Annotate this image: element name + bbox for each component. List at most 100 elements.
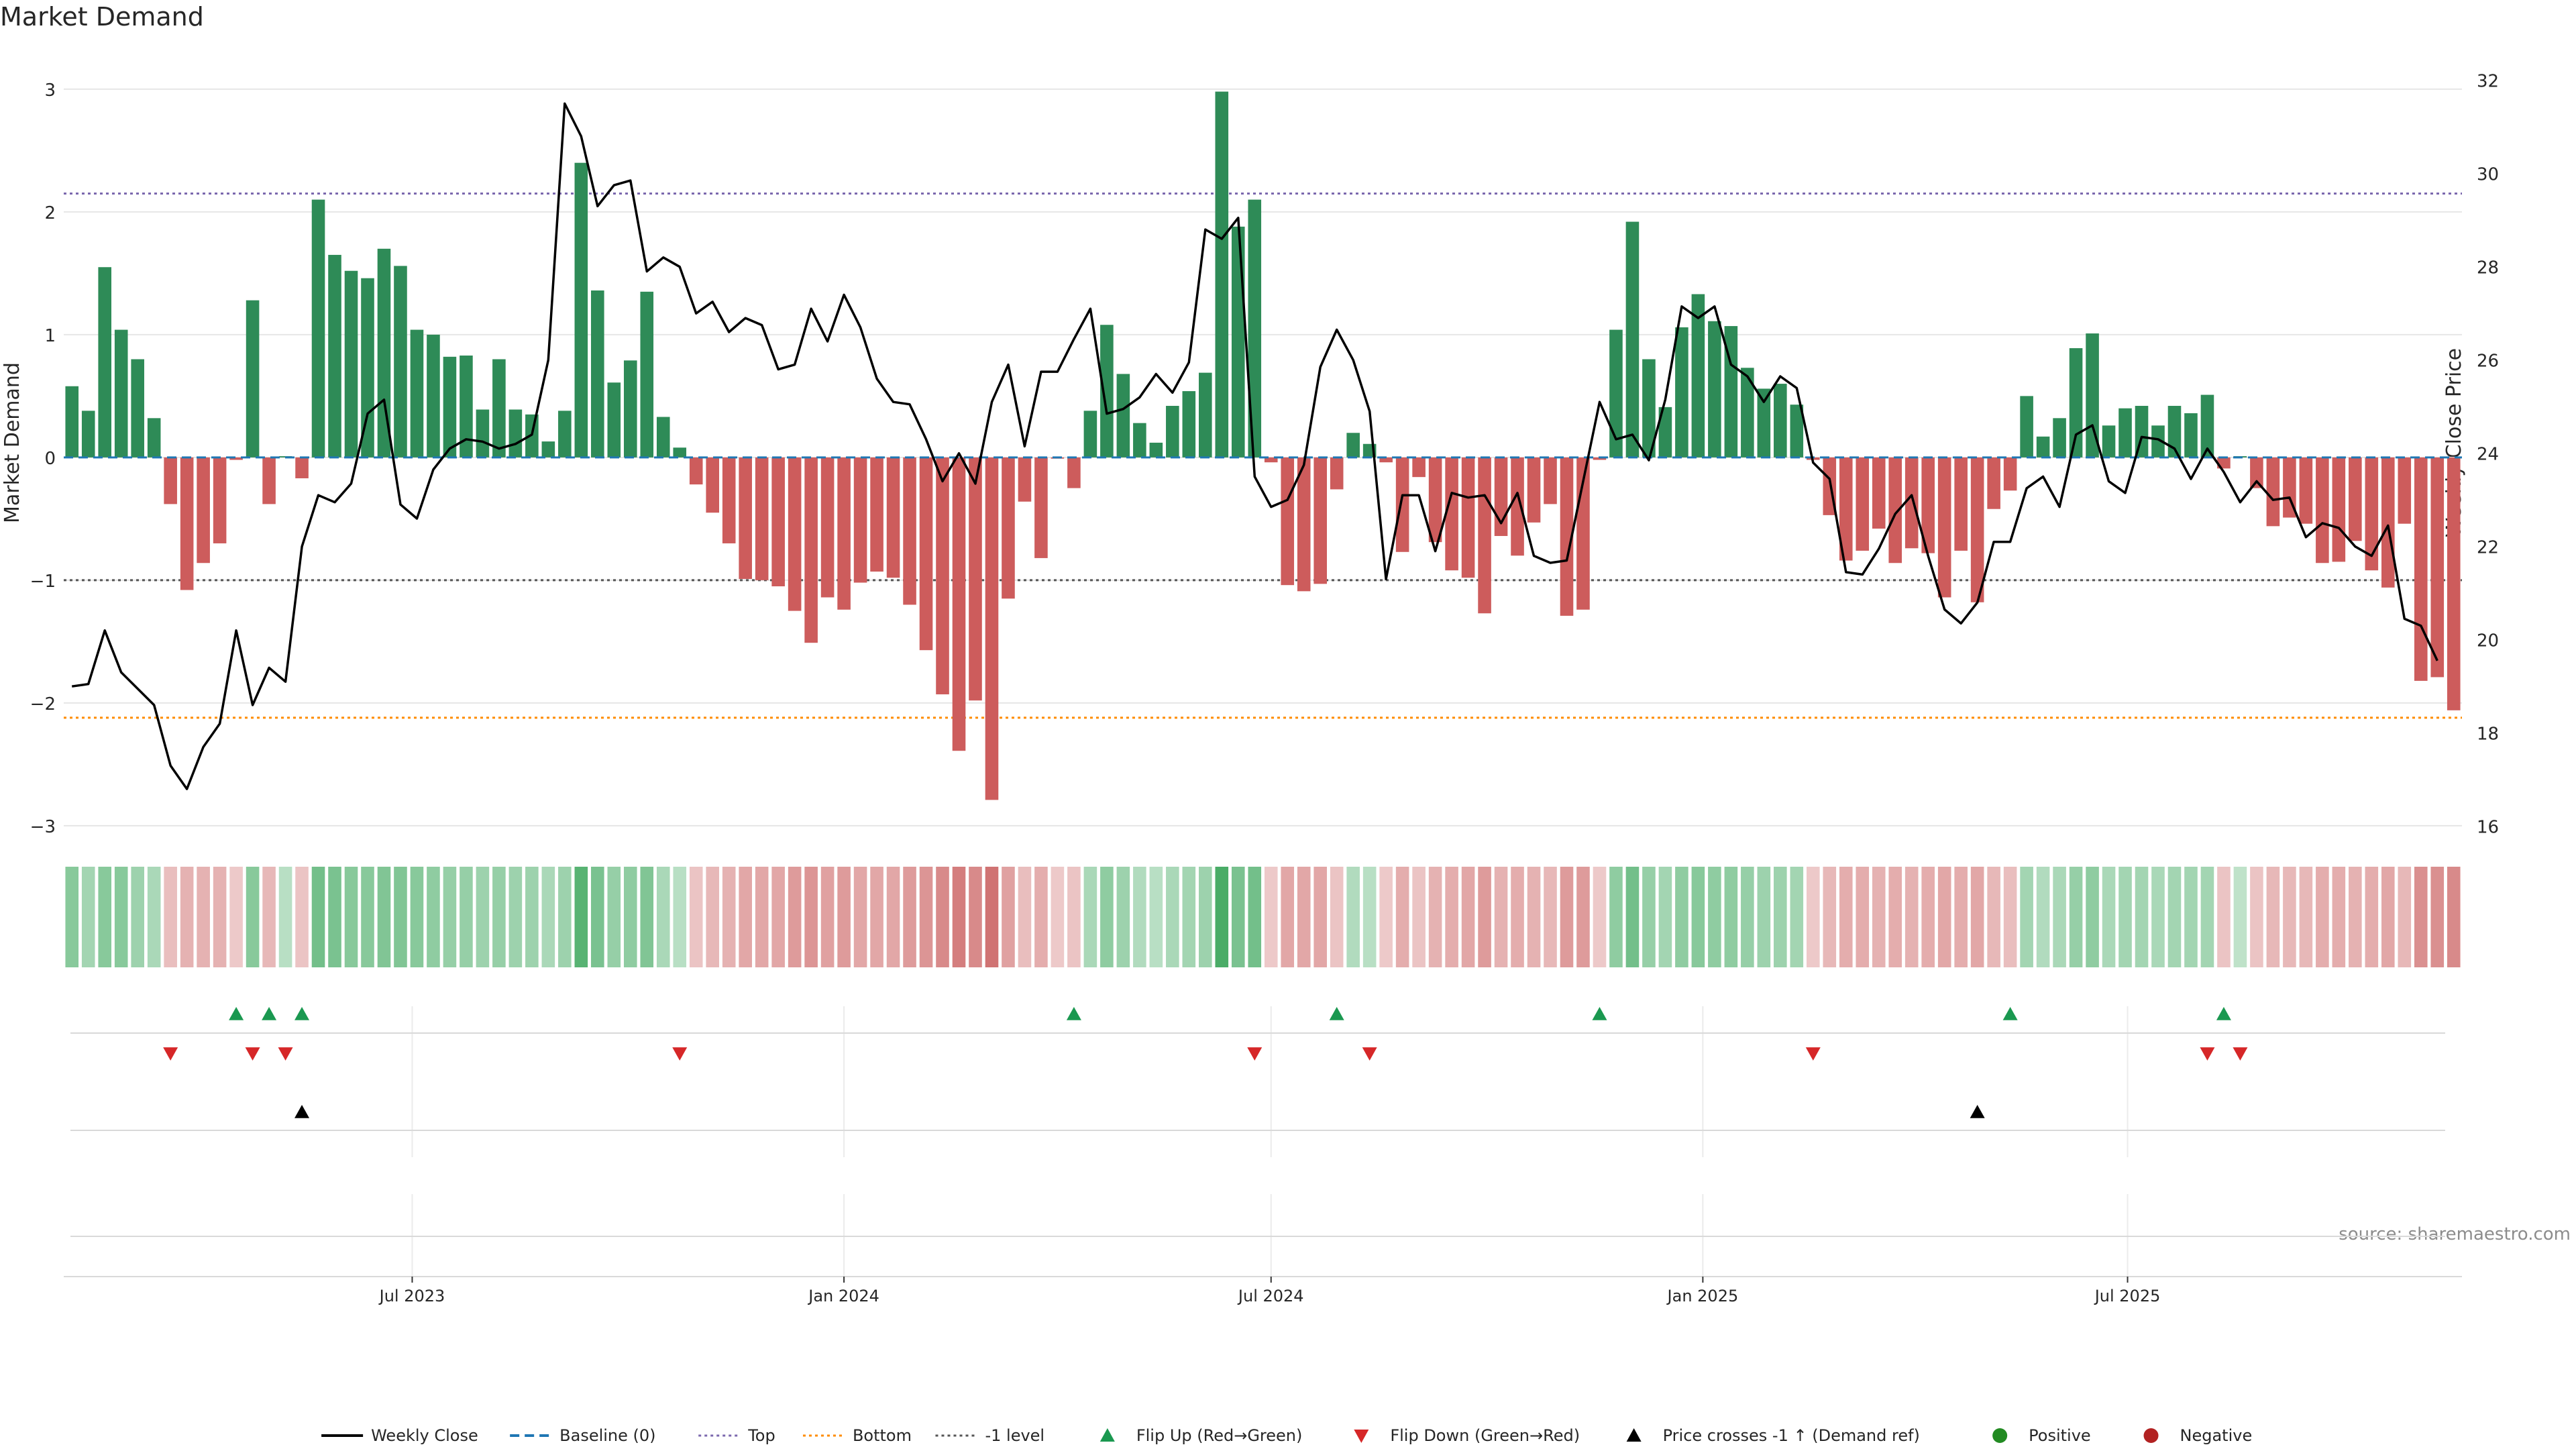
demand-bar (1856, 457, 1870, 551)
heat-cell (410, 867, 424, 967)
demand-bar (1297, 457, 1311, 592)
heat-cell (2102, 867, 2116, 967)
demand-bar (2316, 457, 2329, 564)
demand-bar (1166, 406, 1179, 458)
heat-cell (722, 867, 736, 967)
demand-bar (1445, 457, 1458, 571)
heat-cell (65, 867, 79, 967)
heat-cell (1511, 867, 1524, 967)
heat-cell (1199, 867, 1212, 967)
heat-cell (1018, 867, 1032, 967)
heat-cell (2250, 867, 2263, 967)
heat-cell (1593, 867, 1607, 967)
y-tick-label: −3 (30, 817, 56, 837)
heat-cell (2283, 867, 2296, 967)
legend-label: Price crosses -1 ↑ (Demand ref) (1663, 1426, 1920, 1445)
legend-label: Flip Up (Red→Green) (1136, 1426, 1303, 1445)
demand-bar (229, 457, 243, 460)
heat-cell (2381, 867, 2395, 967)
heat-cell (1428, 867, 1442, 967)
heat-cell (1297, 867, 1311, 967)
demand-bar (1757, 388, 1771, 458)
y2-tick-label: 32 (2477, 72, 2499, 92)
demand-bar (1182, 391, 1196, 458)
demand-bar (1987, 457, 2000, 509)
heat-cell (2398, 867, 2412, 967)
demand-bar (2381, 457, 2395, 588)
demand-bar (246, 300, 260, 458)
heat-cell (623, 867, 637, 967)
demand-bar (1642, 359, 1656, 458)
heat-cell (2151, 867, 2165, 967)
heat-cell (2086, 867, 2099, 967)
heat-cell (1051, 867, 1065, 967)
heat-cell (1937, 867, 1951, 967)
heat-cell (278, 867, 292, 967)
demand-bar (2365, 457, 2379, 571)
demand-bar (771, 457, 785, 587)
heat-cell (2349, 867, 2362, 967)
heat-cell (81, 867, 95, 967)
flip-up-marker (1592, 1007, 1607, 1020)
heat-cell (1379, 867, 1393, 967)
heat-cell (640, 867, 654, 967)
heat-cell (1034, 867, 1048, 967)
heat-cell (2069, 867, 2083, 967)
heat-cell (1346, 867, 1360, 967)
demand-bar (656, 417, 670, 458)
heat-cell (1116, 867, 1130, 967)
heat-cell (1790, 867, 1804, 967)
heat-cell (755, 867, 769, 967)
heat-cell (1281, 867, 1295, 967)
flip-down-marker (2233, 1047, 2248, 1061)
y2-tick-label: 26 (2477, 352, 2499, 372)
demand-bar (2430, 457, 2445, 678)
heat-cell (903, 867, 916, 967)
y-axis-label: Market Demand (1, 362, 24, 523)
heat-cell (295, 867, 309, 967)
heat-cell (2167, 867, 2182, 967)
demand-bar (1313, 457, 1327, 584)
demand-bar (1658, 407, 1672, 458)
heat-cell (311, 867, 325, 967)
heat-cell (460, 867, 473, 967)
heat-cell (1954, 867, 1968, 967)
demand-bar (1215, 91, 1229, 458)
heat-cell (1921, 867, 1935, 967)
demand-bar (1708, 321, 1721, 458)
heat-cell (919, 867, 933, 967)
x-tick-label: Jul 2023 (378, 1287, 445, 1305)
y-axis-ticks: −3 −2 −1 0 1 2 3 (30, 80, 56, 837)
flip-up-marker (294, 1007, 310, 1020)
demand-bar (936, 457, 949, 695)
demand-bar (2200, 394, 2214, 458)
demand-bar (969, 457, 982, 701)
heat-cell (443, 867, 457, 967)
flip-down-marker (163, 1047, 178, 1061)
heat-cell (476, 867, 490, 967)
heat-cell (788, 867, 802, 967)
heat-cell (1544, 867, 1557, 967)
heat-cell (1478, 867, 1491, 967)
y-tick-label: −1 (30, 572, 56, 592)
demand-bar (81, 411, 95, 458)
y-tick-label: 0 (44, 449, 56, 469)
demand-bar (1018, 457, 1032, 502)
heat-cell (2003, 867, 2017, 967)
y2-tick-label: 28 (2477, 258, 2499, 278)
heat-cell (1806, 867, 1820, 967)
flip-up-marker (2002, 1007, 2018, 1020)
heat-cell (1166, 867, 1179, 967)
legend-marker (2143, 1428, 2159, 1443)
heat-cell (1395, 867, 1409, 967)
y-tick-label: 2 (44, 203, 56, 223)
y2-tick-label: 20 (2477, 631, 2499, 651)
flip-down-marker (245, 1047, 260, 1061)
y-tick-label: −2 (30, 694, 56, 714)
flip-up-marker (2216, 1007, 2231, 1020)
demand-bar (508, 409, 523, 458)
heat-cell (246, 867, 260, 967)
demand-bar (755, 457, 769, 580)
demand-bar (1231, 226, 1245, 458)
heat-cell (1445, 867, 1458, 967)
